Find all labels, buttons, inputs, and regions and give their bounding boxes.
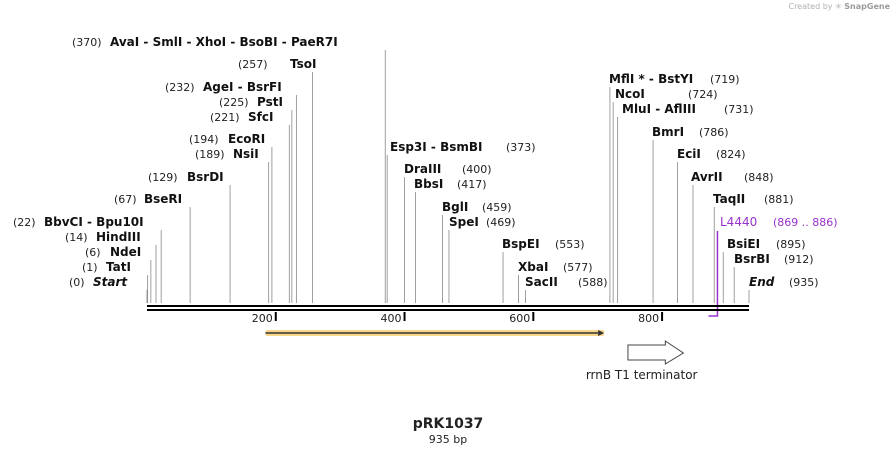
site-position-label: (6) <box>85 246 101 259</box>
site-position-label: (0) <box>69 276 85 289</box>
site-name-label: MflI * - BstYI <box>609 72 693 86</box>
site-name-label: MluI - AflIII <box>622 102 696 116</box>
site-position-label: (232) <box>165 81 195 94</box>
primer-marker <box>708 231 719 317</box>
site-position-label: (417) <box>457 178 487 191</box>
primer-name-label: L4440 <box>720 215 757 229</box>
site-name-label: EciI <box>677 147 701 161</box>
site-position-label: (824) <box>716 148 746 161</box>
site-position-label: (67) <box>114 193 137 206</box>
primer-range-label: (869 .. 886) <box>773 216 838 229</box>
site-name-label: NdeI <box>110 245 141 259</box>
site-position-label: (225) <box>219 96 249 109</box>
ruler-tick-label: 800 <box>638 312 659 325</box>
site-name-label: BsiEI <box>727 237 760 251</box>
site-name-label: BmrI <box>652 125 684 139</box>
site-name-label: HindIII <box>96 230 141 244</box>
site-position-label: (881) <box>764 193 794 206</box>
site-name-label: Start <box>93 275 128 289</box>
site-name-label: AgeI - BsrFI <box>203 80 282 94</box>
site-name-label: TatI <box>106 260 131 274</box>
ruler-tick-label: 400 <box>381 312 402 325</box>
site-name-label: EcoRI <box>228 132 265 146</box>
site-position-label: (719) <box>710 73 740 86</box>
site-position-label: (221) <box>210 111 240 124</box>
site-name-label: DraIII <box>404 162 441 176</box>
site-name-label: BspEI <box>502 237 540 251</box>
snapgene-logo-icon: ✳ <box>835 2 842 11</box>
terminator-arrow <box>627 340 685 365</box>
site-name-label: BseRI <box>144 192 182 206</box>
site-position-label: (22) <box>13 216 36 229</box>
site-name-label: BbsI <box>414 177 443 191</box>
terminator-label: rrnB T1 terminator <box>586 368 698 382</box>
site-position-label: (588) <box>578 276 608 289</box>
site-position-label: (724) <box>688 88 718 101</box>
site-name-label: PstI <box>257 95 283 109</box>
site-name-label: NcoI <box>615 87 645 101</box>
plasmid-name: pRK1037 <box>412 416 484 432</box>
site-name-label: End <box>749 275 775 289</box>
site-position-label: (189) <box>195 148 225 161</box>
site-position-label: (459) <box>482 201 512 214</box>
site-position-label: (1) <box>82 261 98 274</box>
site-name-label: Esp3I - BsmBI <box>390 140 482 154</box>
site-name-label: BsrBI <box>734 252 770 266</box>
site-position-label: (469) <box>486 216 516 229</box>
plasmid-length: 935 bp <box>428 433 468 446</box>
ruler-tick-label: 200 <box>252 312 273 325</box>
site-name-label: SacII <box>525 275 558 289</box>
site-name-label: BglI <box>442 200 468 214</box>
site-position-label: (370) <box>72 36 102 49</box>
site-position-label: (553) <box>555 238 585 251</box>
snapgene-credit: Created by ✳ SnapGene <box>788 2 890 11</box>
site-position-label: (848) <box>744 171 774 184</box>
site-position-label: (373) <box>506 141 536 154</box>
site-name-label: TsoI <box>290 57 316 71</box>
site-position-label: (912) <box>784 253 814 266</box>
site-name-label: XbaI <box>518 260 548 274</box>
site-name-label: NsiI <box>233 147 259 161</box>
site-name-label: BsrDI <box>187 170 224 184</box>
site-position-label: (257) <box>238 58 268 71</box>
site-name-label: AvrII <box>691 170 723 184</box>
site-position-label: (786) <box>699 126 729 139</box>
site-name-label: SfcI <box>248 110 273 124</box>
feature-orange-arrowhead <box>598 330 605 336</box>
site-position-label: (194) <box>189 133 219 146</box>
site-name-label: SpeI <box>449 215 479 229</box>
site-position-label: (935) <box>789 276 819 289</box>
site-name-label: AvaI - SmlI - XhoI - BsoBI - PaeR7I <box>110 35 338 49</box>
site-position-label: (14) <box>65 231 88 244</box>
site-position-label: (895) <box>776 238 806 251</box>
site-name-label: TaqII <box>713 192 745 206</box>
ruler-tick-label: 600 <box>509 312 530 325</box>
site-position-label: (577) <box>563 261 593 274</box>
site-position-label: (731) <box>724 103 754 116</box>
site-position-label: (400) <box>462 163 492 176</box>
site-position-label: (129) <box>148 171 178 184</box>
site-name-label: BbvCI - Bpu10I <box>44 215 144 229</box>
